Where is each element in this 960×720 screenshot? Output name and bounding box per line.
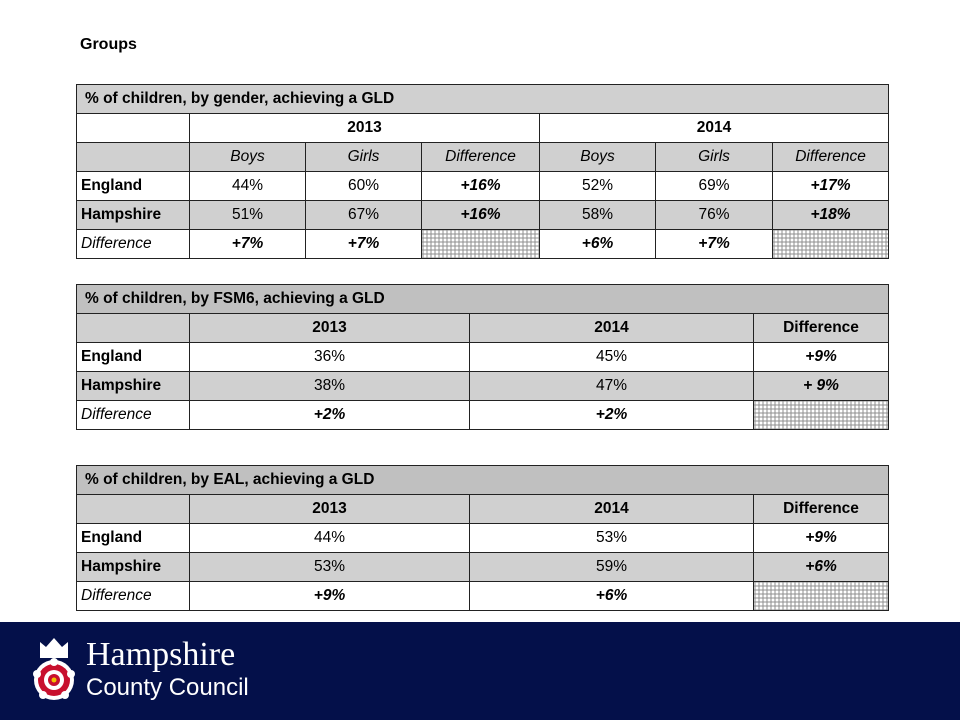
table-cell: 53% <box>189 552 470 582</box>
empty-header-cell <box>76 113 190 143</box>
table-cell: 36% <box>189 342 470 372</box>
table-caption: % of children, by FSM6, achieving a GLD <box>75 284 890 314</box>
table-cell: 69% <box>655 171 773 201</box>
table-cell: +2% <box>189 400 470 430</box>
table-caption: % of children, by EAL, achieving a GLD <box>75 465 890 495</box>
table-cell: +7% <box>655 229 773 259</box>
table-cell: 44% <box>189 171 306 201</box>
row-label: Hampshire <box>76 200 190 230</box>
table-cell: +6% <box>539 229 656 259</box>
subheader-row: Boys Girls Difference Boys Girls Differe… <box>76 142 890 172</box>
caption-row: % of children, by FSM6, achieving a GLD <box>75 284 890 314</box>
row-label: England <box>76 523 190 553</box>
table-row: England 44% 53% +9% <box>76 523 890 553</box>
header-row: 2013 2014 Difference <box>76 313 890 343</box>
year-header-row: 2013 2014 <box>76 113 890 143</box>
row-label: Difference <box>76 400 190 430</box>
caption-row: % of children, by gender, achieving a GL… <box>75 84 890 114</box>
eal-gld-table: % of children, by EAL, achieving a GLD 2… <box>75 465 890 611</box>
table-cell: 58% <box>539 200 656 230</box>
header-row: 2013 2014 Difference <box>76 494 890 524</box>
table-cell: 76% <box>655 200 773 230</box>
row-label: Difference <box>76 229 190 259</box>
footer-banner: Hampshire County Council <box>0 622 960 720</box>
column-header: 2014 <box>469 494 754 524</box>
shaded-empty-cell <box>752 581 890 611</box>
column-header: Difference <box>752 313 890 343</box>
table-cell: +16% <box>421 200 540 230</box>
gender-gld-table: % of children, by gender, achieving a GL… <box>75 84 890 259</box>
empty-header-cell <box>76 142 190 172</box>
row-label: Hampshire <box>76 552 190 582</box>
column-header: 2013 <box>189 313 470 343</box>
empty-header-cell <box>76 313 190 343</box>
table-row: Difference +2% +2% <box>76 400 890 430</box>
column-header: Boys <box>189 142 306 172</box>
fsm-gld-table: % of children, by FSM6, achieving a GLD … <box>75 284 890 430</box>
table-row: England 36% 45% +9% <box>76 342 890 372</box>
table-cell: +9% <box>752 523 890 553</box>
table-cell: +9% <box>189 581 470 611</box>
year-header: 2013 <box>189 113 540 143</box>
org-name: Hampshire <box>86 636 236 673</box>
caption-row: % of children, by EAL, achieving a GLD <box>75 465 890 495</box>
row-label: England <box>76 342 190 372</box>
table-cell: +17% <box>771 171 890 201</box>
row-label: England <box>76 171 190 201</box>
hampshire-crest-icon <box>30 634 78 713</box>
table-cell: 44% <box>189 523 470 553</box>
table-row: Hampshire 38% 47% + 9% <box>76 371 890 401</box>
column-header: 2013 <box>189 494 470 524</box>
table-cell: +9% <box>752 342 890 372</box>
table-cell: 52% <box>539 171 656 201</box>
column-header: Girls <box>305 142 422 172</box>
column-header: Boys <box>539 142 656 172</box>
table-cell: 38% <box>189 371 470 401</box>
table-row: England 44% 60% +16% 52% 69% +17% <box>76 171 890 201</box>
table-cell: +6% <box>752 552 890 582</box>
table-cell: +7% <box>305 229 422 259</box>
row-label: Difference <box>76 581 190 611</box>
table-row: Hampshire 53% 59% +6% <box>76 552 890 582</box>
table-cell: + 9% <box>752 371 890 401</box>
table-cell: 53% <box>469 523 754 553</box>
slide-title: Groups <box>80 36 137 53</box>
table-cell: 60% <box>305 171 422 201</box>
table-row: Difference +7% +7% +6% +7% <box>76 229 890 259</box>
table-cell: 45% <box>469 342 754 372</box>
table-caption: % of children, by gender, achieving a GL… <box>75 84 890 114</box>
column-header: Difference <box>771 142 890 172</box>
table-row: Difference +9% +6% <box>76 581 890 611</box>
org-subtitle: County Council <box>86 674 249 701</box>
table-cell: 67% <box>305 200 422 230</box>
table-cell: +7% <box>189 229 306 259</box>
table-cell: 47% <box>469 371 754 401</box>
table-cell: 59% <box>469 552 754 582</box>
column-header: Difference <box>752 494 890 524</box>
column-header: 2014 <box>469 313 754 343</box>
shaded-empty-cell <box>771 229 890 259</box>
table-cell: +2% <box>469 400 754 430</box>
table-cell: 51% <box>189 200 306 230</box>
table-cell: +18% <box>771 200 890 230</box>
shaded-empty-cell <box>752 400 890 430</box>
table-cell: +6% <box>469 581 754 611</box>
table-row: Hampshire 51% 67% +16% 58% 76% +18% <box>76 200 890 230</box>
column-header: Difference <box>421 142 540 172</box>
row-label: Hampshire <box>76 371 190 401</box>
table-cell: +16% <box>421 171 540 201</box>
shaded-empty-cell <box>421 229 540 259</box>
empty-header-cell <box>76 494 190 524</box>
year-header: 2014 <box>538 113 890 143</box>
column-header: Girls <box>655 142 773 172</box>
